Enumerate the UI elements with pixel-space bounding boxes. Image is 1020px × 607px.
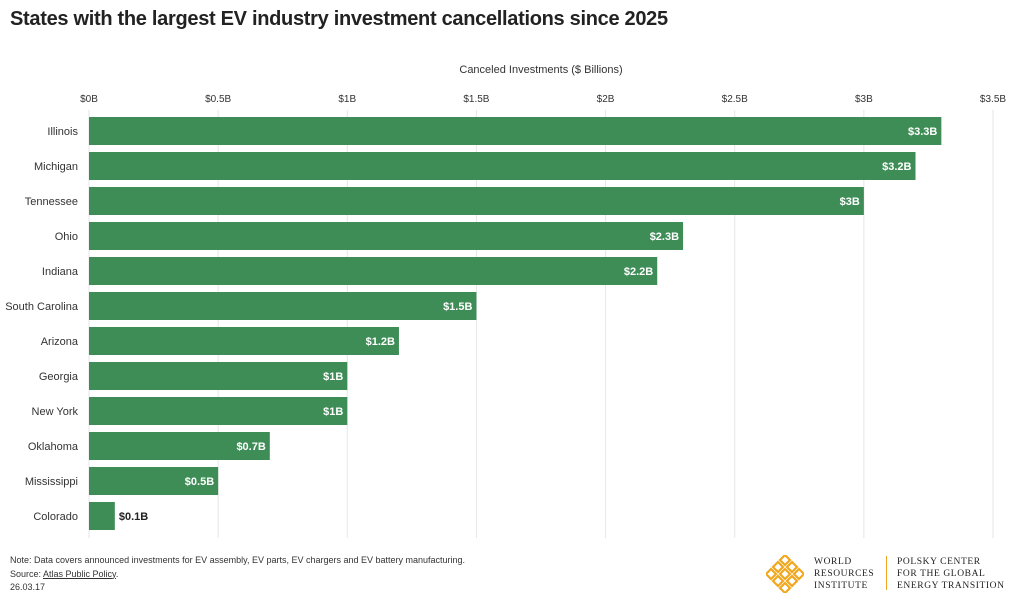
data-label: $2.2B	[624, 266, 653, 278]
bar	[89, 152, 916, 180]
organization-logos: WORLD RESOURCES INSTITUTE POLSKY CENTER …	[766, 554, 1016, 594]
data-label: $1.2B	[366, 336, 395, 348]
value-labels: $3.3B $3.2B $3B $2.3B $2.2B $1.5B $1.2B $1B $1B $…	[119, 126, 938, 523]
data-label: $1.5B	[443, 301, 472, 313]
data-label: $0.5B	[185, 476, 214, 488]
category-label: Indiana	[42, 266, 79, 278]
data-label: $3.3B	[908, 126, 937, 138]
polsky-name: POLSKY CENTER FOR THE GLOBAL ENERGY TRAN…	[897, 557, 1005, 591]
gridlines	[88, 110, 994, 538]
date-stamp: 26.03.17	[10, 582, 46, 592]
logo-diamond	[778, 581, 792, 593]
category-label: Illinois	[47, 126, 78, 138]
x-tick-label: $2B	[597, 94, 615, 105]
x-axis-ticks: $0B $0.5B $1B $1.5B $2B $2.5B $3B $3.5B	[80, 94, 1006, 105]
note-text: Note: Data covers announced investments …	[10, 555, 466, 565]
logo-diamond	[785, 574, 799, 588]
category-label: Colorado	[33, 511, 78, 523]
x-tick-label: $3.5B	[980, 94, 1006, 105]
logo-diamond	[771, 560, 785, 574]
data-label: $0.7B	[236, 441, 265, 453]
bar	[89, 397, 348, 425]
logo-divider	[886, 556, 887, 590]
bar	[89, 187, 864, 215]
category-label: Arizona	[41, 336, 79, 348]
category-label: Oklahoma	[28, 441, 79, 453]
data-label: $3B	[840, 196, 860, 208]
data-label: $1B	[323, 406, 343, 418]
bar	[89, 257, 658, 285]
category-label: New York	[32, 406, 79, 418]
bar	[89, 292, 477, 320]
x-tick-label: $3B	[855, 94, 873, 105]
bar-chart: $0B $0.5B $1B $1.5B $2B $2.5B $3B $3.5B Illinoi…	[5, 94, 1006, 538]
bar	[89, 222, 684, 250]
category-label: Georgia	[39, 371, 79, 383]
logo-diamond	[766, 567, 778, 581]
x-axis-title: Canceled Investments ($ Billions)	[459, 64, 623, 76]
data-label: $3.2B	[882, 161, 911, 173]
chart-title: States with the largest EV industry inve…	[10, 8, 668, 30]
source-link[interactable]: Atlas Public Policy	[43, 568, 116, 579]
logo-diamond	[785, 560, 799, 574]
x-tick-label: $1B	[338, 94, 356, 105]
logo-diamond	[792, 567, 804, 581]
bar	[89, 467, 219, 495]
logo-diamond	[778, 567, 792, 581]
category-label: Mississippi	[25, 476, 78, 488]
category-label: Tennessee	[25, 196, 78, 208]
footnotes: Note: Data covers announced investments …	[10, 554, 465, 595]
data-label: $0.1B	[119, 511, 148, 523]
bar	[89, 502, 115, 530]
x-tick-label: $2.5B	[722, 94, 748, 105]
logo-diamond	[778, 555, 792, 567]
bars	[89, 117, 942, 530]
source-line: Source: Atlas Public Policy.	[10, 568, 465, 582]
category-label: Ohio	[55, 231, 78, 243]
category-label: Michigan	[34, 161, 78, 173]
wri-logo-icon	[766, 555, 804, 593]
bar	[89, 432, 270, 460]
x-tick-label: $0.5B	[205, 94, 231, 105]
logo-diamond	[771, 574, 785, 588]
x-tick-label: $1.5B	[463, 94, 489, 105]
bar	[89, 327, 399, 355]
bar	[89, 117, 942, 145]
category-labels: Illinois Michigan Tennessee Ohio Indiana Sout…	[5, 126, 79, 523]
source-suffix: .	[115, 568, 119, 579]
data-label: $2.3B	[650, 231, 679, 243]
category-label: South Carolina	[5, 301, 79, 313]
data-label: $1B	[323, 371, 343, 383]
bar	[89, 362, 348, 390]
wri-name: WORLD RESOURCES INSTITUTE	[814, 557, 875, 591]
source-prefix: Source:	[10, 568, 44, 579]
x-tick-label: $0B	[80, 94, 98, 105]
